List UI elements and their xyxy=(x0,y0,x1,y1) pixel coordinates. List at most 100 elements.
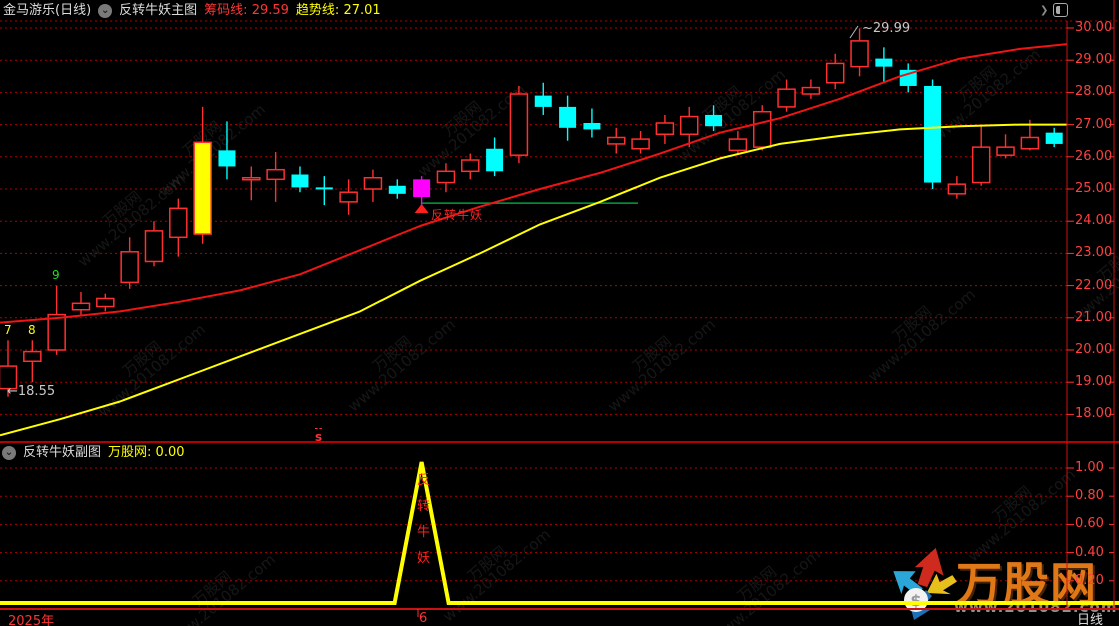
panel-toggle-icon[interactable] xyxy=(1053,3,1069,17)
price-tick-label: 28.00 xyxy=(1075,84,1113,100)
candle xyxy=(144,230,164,263)
candle xyxy=(339,191,358,203)
candle xyxy=(315,187,333,190)
candle xyxy=(242,176,261,181)
chouma-label: 筹码线: xyxy=(204,3,248,18)
chevron-right-icon[interactable]: ❯ xyxy=(1040,4,1049,16)
candle xyxy=(169,207,188,239)
wgw-value: 0.00 xyxy=(155,444,185,460)
chevron-down-glyph: ⌄ xyxy=(4,446,14,458)
value-tick-label: 0.60 xyxy=(1075,516,1104,532)
candle xyxy=(266,168,285,181)
price-tick-label: 27.00 xyxy=(1075,116,1113,132)
candle xyxy=(899,69,917,86)
value-tick-label: 0.40 xyxy=(1075,544,1104,560)
candle xyxy=(47,313,66,351)
candle xyxy=(924,85,942,183)
candle xyxy=(436,170,456,184)
price-tick-label: 23.00 xyxy=(1075,245,1113,261)
candle xyxy=(291,174,309,188)
day-label-7: 7 xyxy=(4,323,12,337)
candle xyxy=(486,148,504,172)
day-label-9: 9 xyxy=(52,268,60,282)
sub-indicator-dropdown-icon[interactable]: ⌄ xyxy=(2,445,16,460)
candle xyxy=(559,106,577,128)
candle xyxy=(631,138,650,150)
indicator-dropdown-icon[interactable]: ⌄ xyxy=(98,4,113,18)
sub-chart-header: ⌄ 反转牛妖副图 万股网: 0.00 xyxy=(2,444,185,461)
candle xyxy=(583,122,601,130)
year-label[interactable]: 2025年 xyxy=(8,614,55,626)
low-price-label: ←18.55 xyxy=(7,384,56,399)
date-tick-label: 6 xyxy=(419,611,428,626)
wgw-readout: 万股网: 0.00 xyxy=(108,445,184,461)
candle xyxy=(777,88,796,108)
price-tick-label: 25.00 xyxy=(1075,181,1113,196)
candle xyxy=(728,138,748,152)
candle xyxy=(996,146,1015,156)
candle xyxy=(825,62,845,84)
value-tick-label: 0.20 xyxy=(1075,572,1104,588)
candle xyxy=(850,40,869,68)
candle xyxy=(388,185,406,194)
price-tick-label: 21.00 xyxy=(1075,309,1113,325)
candle xyxy=(752,110,772,148)
price-tick-label: 19.00 xyxy=(1075,374,1113,390)
signal-text-sub: 反转牛妖 xyxy=(416,473,430,566)
price-tick-label: 29.00 xyxy=(1075,52,1113,68)
candle xyxy=(120,251,139,284)
sub-indicator-line xyxy=(0,461,1119,605)
trend-label: 趋势线: xyxy=(295,3,340,18)
candle xyxy=(607,136,626,145)
candle xyxy=(801,86,821,95)
candle xyxy=(0,365,18,390)
price-tick-label: 18.00 xyxy=(1075,406,1113,422)
candle xyxy=(875,58,893,67)
period-label[interactable]: 日线 xyxy=(1077,613,1104,626)
chouma-value: 29.59 xyxy=(251,3,289,18)
ma-line xyxy=(0,123,1067,437)
candle xyxy=(655,122,675,136)
candle xyxy=(679,115,699,136)
price-tick-label: 24.00 xyxy=(1075,213,1113,229)
candle xyxy=(534,95,552,107)
price-tick-label: 22.00 xyxy=(1075,277,1113,293)
candle xyxy=(1020,136,1040,150)
main-indicator-name[interactable]: 反转牛妖主图 xyxy=(119,3,198,18)
wgw-label: 万股网: xyxy=(108,444,152,460)
price-tick-label: 20.00 xyxy=(1075,342,1113,357)
chevron-down-glyph: ⌄ xyxy=(100,5,110,16)
sub-indicator-name[interactable]: 反转牛妖副图 xyxy=(23,444,102,460)
candle xyxy=(23,350,42,363)
candle xyxy=(461,159,480,173)
candle xyxy=(1045,132,1063,144)
chouma-line-readout: 筹码线: 29.59 xyxy=(204,2,289,20)
day-label-8: 8 xyxy=(28,323,36,337)
candle xyxy=(218,150,236,167)
candle xyxy=(71,302,91,311)
buy-triangle-marker xyxy=(414,204,429,213)
ma-line xyxy=(0,43,1068,324)
s-marker: s xyxy=(315,428,323,444)
candle xyxy=(96,297,115,308)
trend-line-readout: 趋势线: 27.01 xyxy=(296,2,381,20)
main-chart-header: 金马游乐(日线) ⌄ 反转牛妖主图 筹码线: 29.59 趋势线: 27.01 xyxy=(3,2,381,20)
dollar-glyph: $ xyxy=(910,591,921,610)
candle xyxy=(193,141,212,235)
high-price-label: ~29.99 xyxy=(862,21,911,36)
trend-value: 27.01 xyxy=(343,3,381,18)
candle xyxy=(971,146,991,184)
top-right-controls: ❯ xyxy=(1040,3,1069,17)
signal-text-main: 反转牛妖 xyxy=(431,208,484,222)
candle xyxy=(413,179,431,198)
candle xyxy=(509,93,529,156)
price-tick-label: 26.00 xyxy=(1075,148,1113,164)
value-tick-label: 0.80 xyxy=(1075,488,1104,504)
price-tick-label: 30.00 xyxy=(1075,20,1113,35)
stock-title[interactable]: 金马游乐(日线) xyxy=(3,3,92,18)
candle xyxy=(947,183,967,195)
candle xyxy=(363,176,383,190)
